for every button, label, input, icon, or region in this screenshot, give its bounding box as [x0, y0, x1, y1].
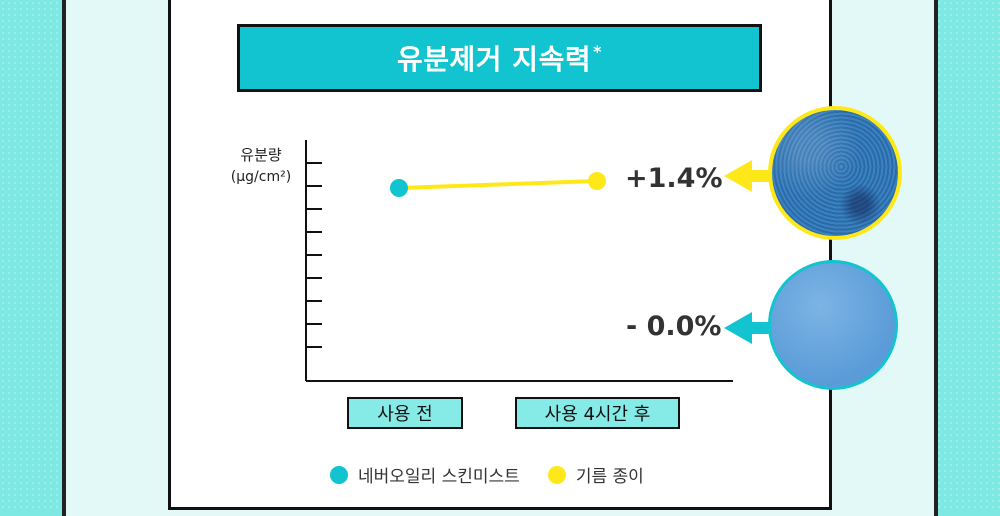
arrow-left-icon-oil-head: [724, 160, 752, 192]
arrow-left-icon-mist-head: [724, 312, 752, 344]
legend-item-mist: 네버오일리 스킨미스트: [330, 462, 520, 487]
title-footnote-mark: *: [593, 42, 602, 61]
y-axis-title: 유분량: [240, 146, 282, 164]
change-label-oil: +1.4%: [625, 163, 723, 194]
x-category-before: 사용 전: [347, 397, 463, 429]
series-line-oil-paper: [398, 179, 598, 190]
legend-label-mist: 네버오일리 스킨미스트: [358, 467, 520, 487]
chart-arrows: [724, 160, 772, 344]
chart-marks: [390, 172, 606, 197]
page-title: 유분제거 지속력 *: [397, 42, 602, 76]
x-category-after: 사용 4시간 후: [515, 397, 680, 429]
y-axis-unit: (μg/cm²): [230, 169, 292, 185]
point-mist-0: [390, 179, 408, 197]
arrow-left-icon-oil-shaft: [750, 170, 772, 182]
oily-paper-photo: [768, 106, 902, 240]
legend-label-oil-paper: 기름 종이: [575, 467, 644, 487]
arrow-left-icon-mist-shaft: [750, 322, 772, 334]
point-oil-paper-1: [588, 172, 606, 190]
title-banner: 유분제거 지속력 *: [237, 24, 762, 92]
y-axis-label: 유분량 (μg/cm²): [226, 144, 296, 188]
legend-item-oil-paper: 기름 종이: [547, 462, 644, 487]
arrow-left-icon-oil: [724, 160, 772, 192]
chart-axes: [305, 140, 733, 382]
change-label-mist: - 0.0%: [626, 311, 722, 342]
clean-skin-photo: [768, 260, 898, 390]
legend-dot-mist: [330, 465, 348, 484]
chart-legend: 네버오일리 스킨미스트 기름 종이: [330, 462, 672, 487]
legend-dot-oil-paper: [547, 465, 566, 484]
arrow-left-icon-mist: [724, 312, 772, 344]
